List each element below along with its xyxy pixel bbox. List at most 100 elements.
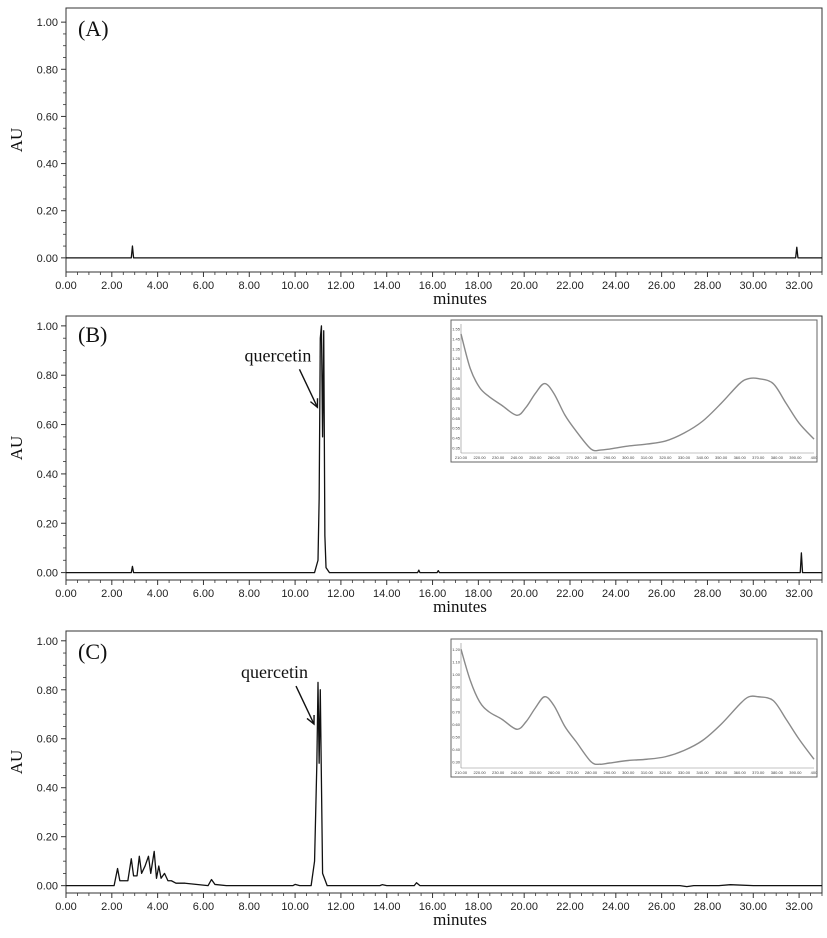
y-tick-label: 0.40 — [37, 783, 58, 795]
inset-x-tick-label: 300.00 — [622, 455, 635, 460]
x-tick-label: 24.00 — [602, 280, 630, 292]
inset-y-tick-label: 0.35 — [452, 446, 461, 451]
x-tick-label: 10.00 — [281, 588, 309, 600]
inset-y-tick-label: 1.10 — [452, 659, 461, 664]
inset-x-tick-label: 280.00 — [585, 770, 598, 775]
y-axis: 0.00 0.20 0.40 0.60 0.80 1.00 AU — [7, 17, 66, 265]
x-tick-label: 20.00 — [510, 280, 538, 292]
y-axis-label: AU — [7, 436, 26, 461]
x-tick-label: 4.00 — [147, 280, 168, 292]
y-tick-label: 0.20 — [37, 832, 58, 844]
x-tick-label: 22.00 — [556, 901, 584, 913]
x-tick-label: 8.00 — [239, 588, 260, 600]
y-tick-label: 1.00 — [37, 636, 58, 648]
x-tick-label: 16.00 — [419, 280, 447, 292]
panel-label: (A) — [78, 16, 109, 41]
inset-y-tick-label: 0.70 — [452, 709, 461, 714]
x-axis: 0.00 2.00 4.00 6.00 8.00 10.00 12.00 14.00 16.00… — [55, 272, 823, 308]
x-tick-label: 28.00 — [694, 901, 722, 913]
inset-y-tick-label: 0.80 — [452, 697, 461, 702]
inset-x-tick-label: 280.00 — [585, 455, 598, 460]
annotation-arrowhead — [306, 715, 315, 726]
inset-x-tick-label: 240.00 — [511, 455, 524, 460]
y-axis: 0.00 0.20 0.40 0.60 0.80 1.00 AU — [7, 636, 66, 893]
inset-y-tick-label: 0.75 — [452, 406, 461, 411]
x-tick-label: 28.00 — [694, 588, 722, 600]
y-tick-label: 0.00 — [37, 881, 58, 893]
x-tick-label: 6.00 — [193, 280, 214, 292]
x-tick-label: 4.00 — [147, 901, 168, 913]
inset-x-tick-label: 210.00 — [455, 455, 468, 460]
panel-b: 0.00 2.00 4.00 6.00 8.00 10.00 12.00 14.00 16.00… — [7, 315, 823, 616]
inset-x-tick-label: 250.00 — [529, 455, 542, 460]
x-tick-label: 16.00 — [419, 588, 447, 600]
x-tick-label: 20.00 — [510, 588, 538, 600]
x-axis-label: minutes — [433, 289, 487, 308]
annotation-label: quercetin — [241, 662, 308, 682]
uv-spectrum-inset: 210.00 220.00 230.00 240.00 250.00 260.00 270.… — [450, 319, 818, 463]
x-tick-label: 8.00 — [239, 280, 260, 292]
x-tick-label: 8.00 — [239, 901, 260, 913]
peak-annotation: quercetin — [241, 662, 315, 726]
x-tick-label: 30.00 — [740, 901, 768, 913]
inset-x-tick-label: 370.00 — [752, 455, 765, 460]
inset-frame — [450, 319, 818, 463]
x-axis-label: minutes — [433, 910, 487, 929]
inset-x-tick-label: 400 — [811, 770, 818, 775]
y-tick-label: 0.80 — [37, 685, 58, 697]
inset-y-tick-label: 0.60 — [452, 722, 461, 727]
x-tick-label: 24.00 — [602, 901, 630, 913]
plot-frame — [65, 7, 823, 273]
x-tick-label: 6.00 — [193, 901, 214, 913]
x-tick-label: 26.00 — [648, 901, 676, 913]
inset-x-tick-label: 320.00 — [659, 770, 672, 775]
uv-spectrum-inset: 210.00 220.00 230.00 240.00 250.00 260.00 270.… — [450, 638, 818, 778]
x-tick-label: 12.00 — [327, 588, 355, 600]
inset-frame — [450, 638, 818, 778]
inset-y-tick-label: 0.45 — [452, 436, 461, 441]
inset-x-tick-label: 210.00 — [455, 770, 468, 775]
peak-annotation: quercetin — [244, 345, 319, 409]
x-tick-label: 22.00 — [556, 280, 584, 292]
inset-y-tick-label: 1.00 — [452, 672, 461, 677]
inset-x-tick-label: 240.00 — [511, 770, 524, 775]
inset-x-tick-label: 340.00 — [696, 770, 709, 775]
inset-x-tick-label: 260.00 — [548, 455, 561, 460]
inset-x-tick-label: 310.00 — [641, 455, 654, 460]
inset-x-tick-label: 370.00 — [752, 770, 765, 775]
panel-c: 0.00 2.00 4.00 6.00 8.00 10.00 12.00 14.00 16.00… — [7, 630, 823, 929]
x-tick-label: 24.00 — [602, 588, 630, 600]
annotation-label: quercetin — [244, 345, 311, 365]
y-tick-label: 0.60 — [37, 420, 58, 432]
inset-x-tick-label: 300.00 — [622, 770, 635, 775]
x-axis: 0.00 2.00 4.00 6.00 8.00 10.00 12.00 14.00 16.00… — [55, 580, 823, 616]
x-tick-label: 14.00 — [373, 280, 401, 292]
inset-x-tick-label: 260.00 — [548, 770, 561, 775]
inset-y-tick-label: 1.25 — [452, 356, 461, 361]
inset-x-tick-label: 330.00 — [678, 770, 691, 775]
inset-y-tick-label: 1.35 — [452, 346, 461, 351]
inset-y-tick-label: 0.65 — [452, 416, 461, 421]
x-tick-label: 32.00 — [785, 588, 813, 600]
x-tick-label: 2.00 — [101, 588, 122, 600]
x-tick-label: 14.00 — [373, 588, 401, 600]
annotation-arrow — [298, 368, 319, 408]
x-tick-label: 20.00 — [510, 901, 538, 913]
y-tick-label: 0.80 — [37, 370, 58, 382]
y-tick-label: 0.80 — [37, 64, 58, 76]
inset-x-tick-label: 330.00 — [678, 455, 691, 460]
inset-x-tick-label: 220.00 — [473, 770, 486, 775]
inset-x-tick-label: 270.00 — [566, 455, 579, 460]
x-tick-label: 12.00 — [327, 901, 355, 913]
annotation-arrowhead — [309, 398, 319, 409]
x-tick-label: 30.00 — [740, 588, 768, 600]
x-tick-label: 32.00 — [785, 280, 813, 292]
y-tick-label: 0.00 — [37, 253, 58, 265]
x-tick-label: 12.00 — [327, 280, 355, 292]
inset-y-tick-label: 0.40 — [452, 747, 461, 752]
x-tick-label: 18.00 — [465, 588, 493, 600]
y-tick-label: 1.00 — [37, 321, 58, 333]
inset-x-tick-label: 270.00 — [566, 770, 579, 775]
inset-x-tick-label: 390.00 — [789, 770, 802, 775]
